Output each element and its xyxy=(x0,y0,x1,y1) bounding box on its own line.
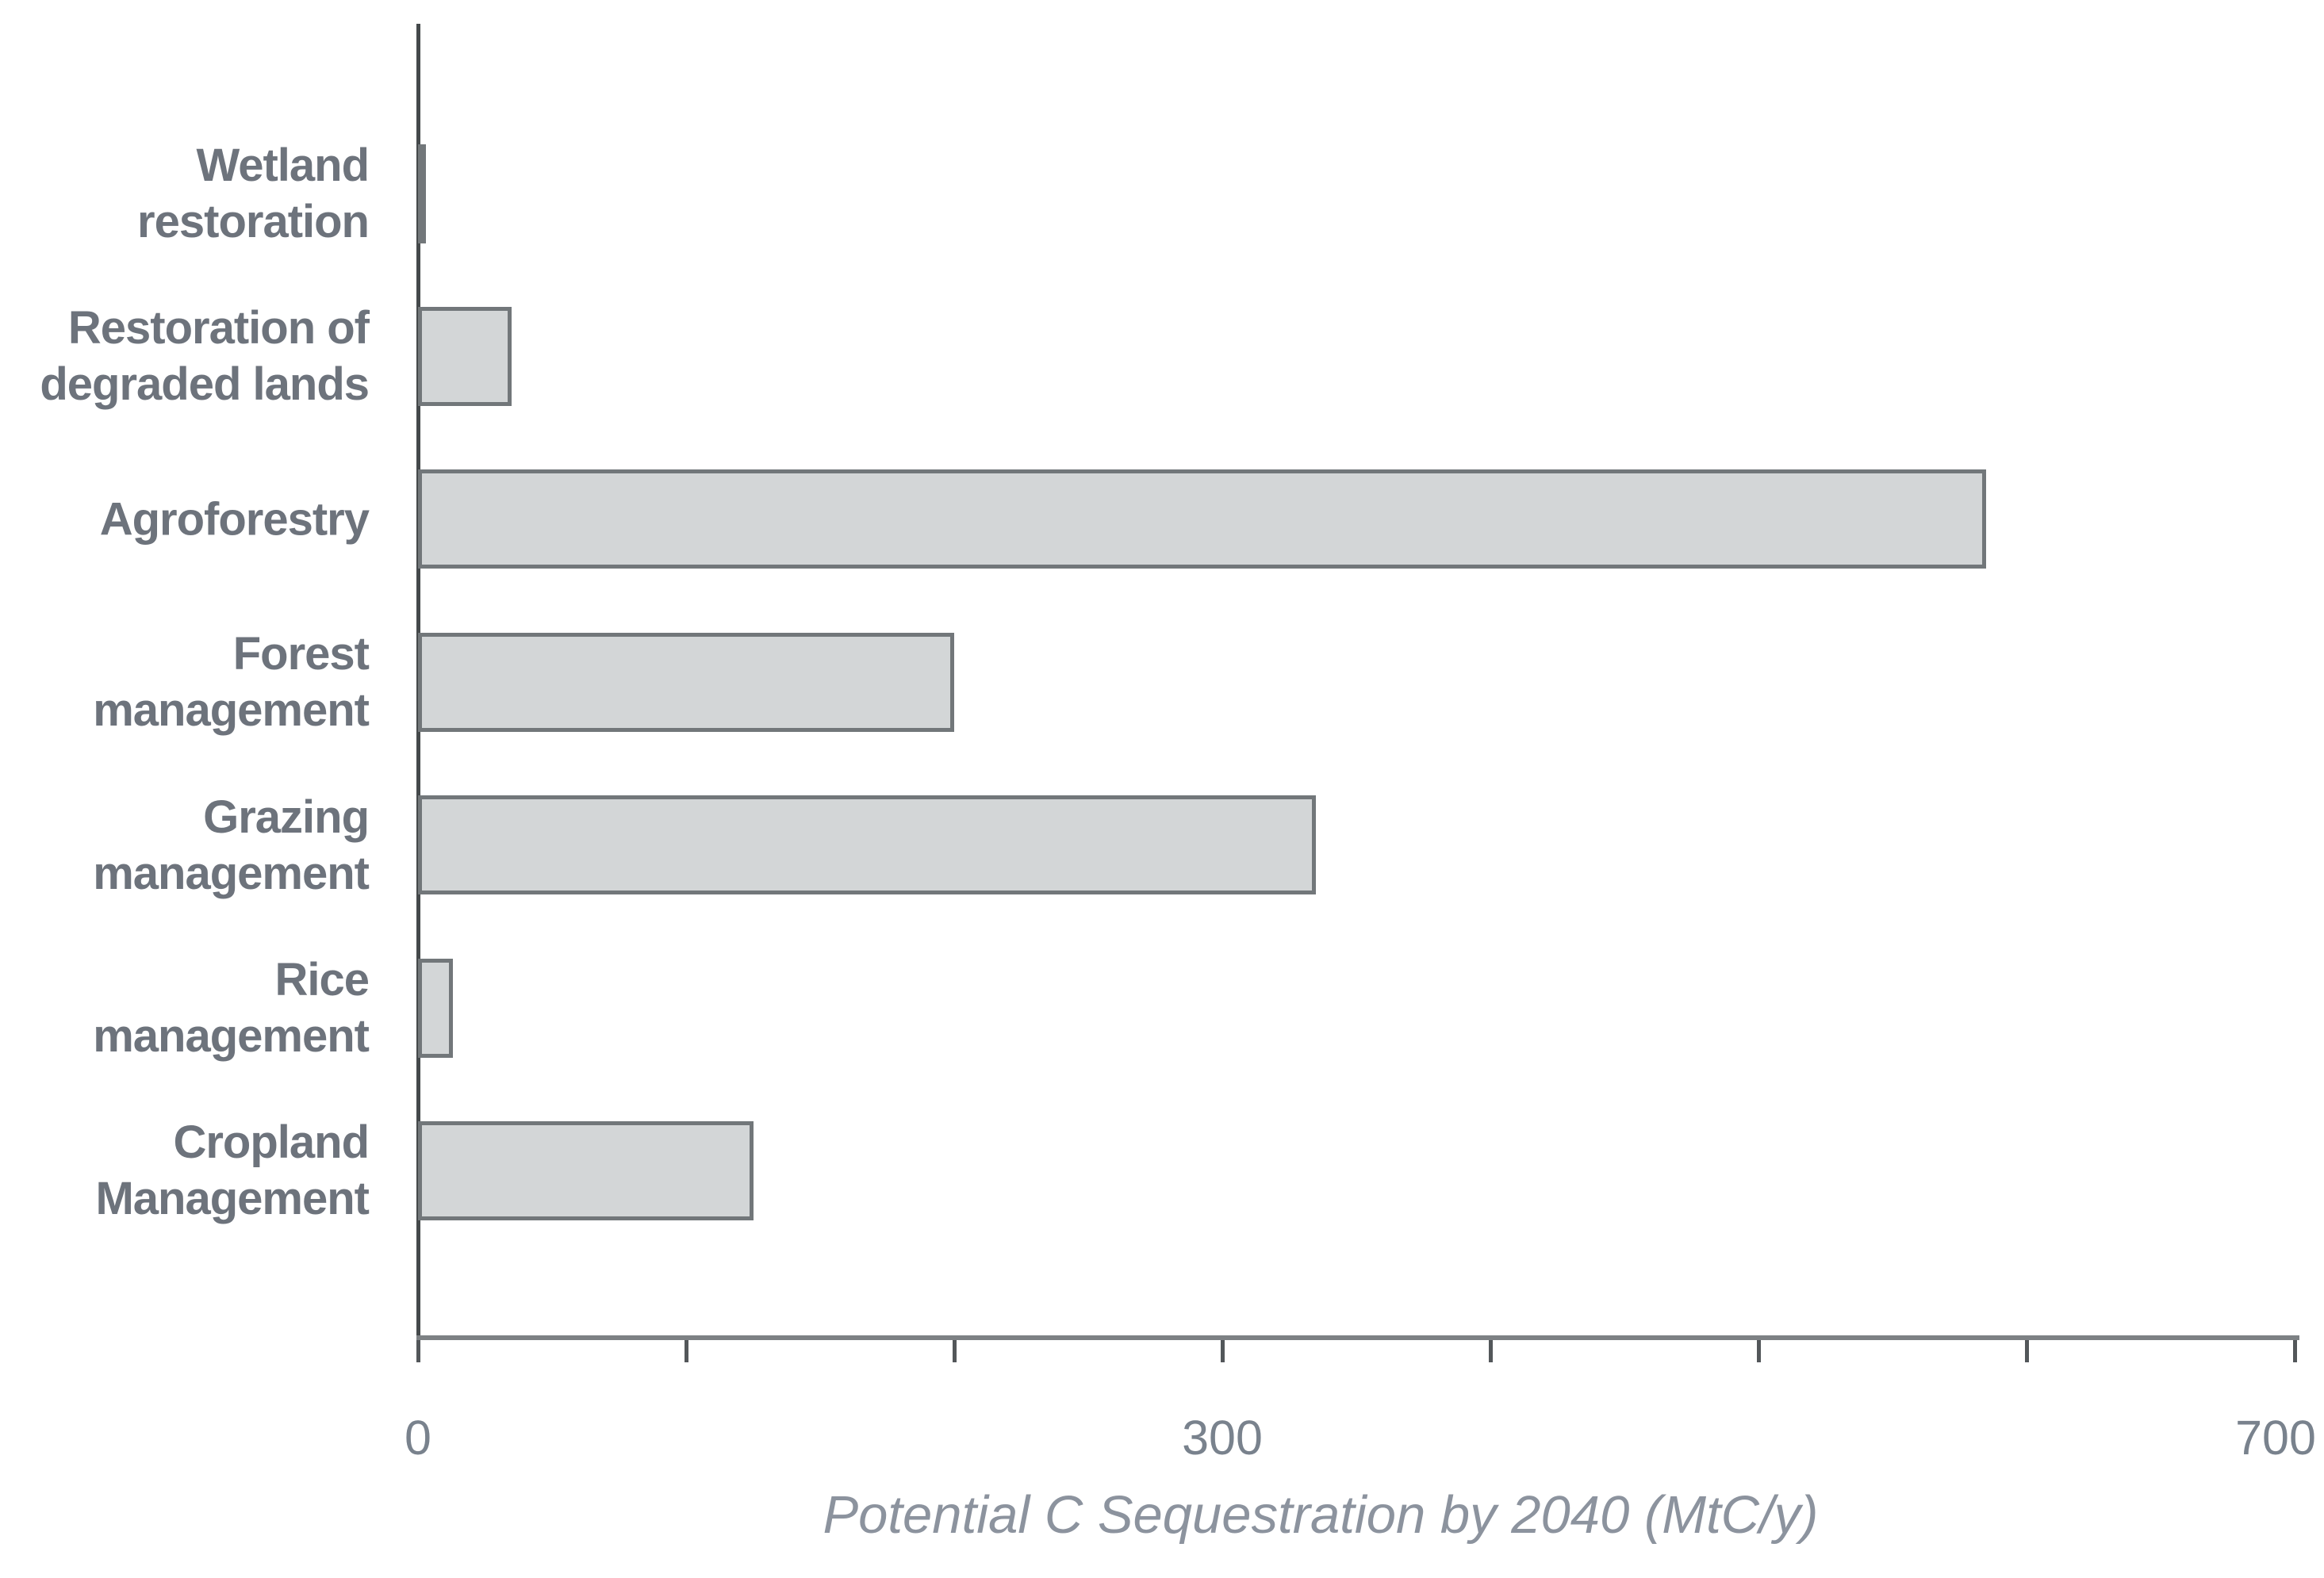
x-axis-tick xyxy=(2293,1340,2297,1362)
x-axis-tick xyxy=(1489,1340,1493,1362)
x-axis-tick xyxy=(1757,1340,1761,1362)
bar-grazing-management xyxy=(418,795,1317,895)
bar-wetland-restoration xyxy=(418,144,426,243)
x-axis-title: Potential C Sequestration by 2040 (MtC/y… xyxy=(823,1485,1819,1545)
x-axis-line xyxy=(416,1335,2299,1340)
category-label-rice-management: Rice management xyxy=(93,954,370,1062)
bar-rice-management xyxy=(418,958,453,1058)
x-axis-tick xyxy=(416,1340,420,1362)
x-tick-label-0: 0 xyxy=(405,1411,431,1465)
bar-forest-management xyxy=(418,632,954,732)
bar-restoration-of-degraded-lands xyxy=(418,306,512,406)
x-axis-tick xyxy=(685,1340,688,1362)
category-label-restoration-of-degraded-lands: Restoration of degraded lands xyxy=(40,302,370,411)
x-axis-tick xyxy=(2025,1340,2029,1362)
category-label-grazing-management: Grazing management xyxy=(93,791,370,899)
category-label-wetland-restoration: Wetland restoration xyxy=(137,140,370,247)
category-label-agroforestry: Agroforestry xyxy=(99,493,370,546)
x-axis-tick xyxy=(953,1340,957,1362)
category-label-forest-management: Forest management xyxy=(93,628,370,737)
x-tick-label-300: 300 xyxy=(1182,1411,1263,1465)
x-tick-label-700: 700 xyxy=(2235,1411,2316,1465)
bar-agroforestry xyxy=(418,469,1987,569)
category-label-cropland-management: Cropland Management xyxy=(95,1116,370,1225)
x-axis-tick xyxy=(1221,1340,1225,1362)
bar-cropland-management xyxy=(418,1120,754,1220)
